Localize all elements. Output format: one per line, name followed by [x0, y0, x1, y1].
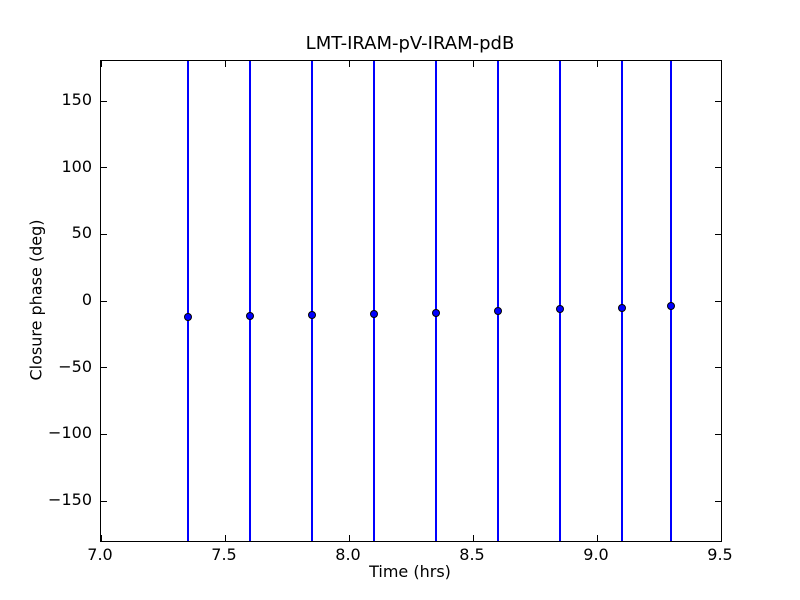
y-tick-right [715, 100, 721, 102]
y-tick-right [715, 233, 721, 235]
data-point [617, 303, 626, 312]
y-tick-label: 0 [81, 290, 92, 309]
y-tick-right [715, 500, 721, 502]
data-point [245, 312, 254, 321]
x-tick-top [472, 61, 474, 67]
y-tick-left [101, 367, 107, 369]
x-tick-bottom [720, 535, 722, 541]
data-point [493, 307, 502, 315]
x-tick-label: 7.0 [87, 545, 113, 564]
error-bar [372, 61, 375, 541]
y-tick-label: 50 [71, 223, 92, 243]
x-tick-label: 8.5 [459, 545, 485, 564]
y-tick-label: 150 [61, 90, 92, 109]
error-bar [248, 61, 251, 541]
y-tick-label: −150 [48, 490, 92, 509]
y-tick-label: 100 [61, 156, 92, 176]
error-bar [310, 61, 313, 541]
x-tick-label: 8.0 [335, 545, 361, 564]
error-bar [670, 61, 673, 541]
error-bar [434, 61, 437, 541]
data-point [183, 313, 192, 322]
y-tick-left [101, 233, 107, 235]
data-point [667, 302, 676, 311]
y-tick-left [101, 433, 107, 435]
data-point [307, 311, 316, 320]
y-tick-right [715, 367, 721, 369]
x-axis-label: Time (hrs) [369, 562, 451, 581]
x-tick-top [100, 61, 102, 67]
x-tick-label: 9.0 [583, 545, 609, 564]
y-tick-right [715, 167, 721, 169]
y-tick-left [101, 300, 107, 302]
x-tick-bottom [348, 535, 350, 541]
error-bar [186, 61, 189, 541]
x-tick-bottom [224, 535, 226, 541]
error-bar [558, 61, 561, 541]
data-point [431, 308, 440, 317]
data-point [369, 309, 378, 318]
x-tick-label: 7.5 [211, 545, 237, 564]
y-tick-left [101, 167, 107, 169]
y-tick-label: −100 [48, 423, 92, 443]
error-bar [620, 61, 623, 541]
x-tick-top [596, 61, 598, 67]
x-tick-bottom [472, 535, 474, 541]
x-tick-top [720, 61, 722, 67]
x-tick-top [348, 61, 350, 67]
plot-title: LMT-IRAM-pV-IRAM-pdB [305, 33, 515, 54]
data-point [555, 304, 564, 313]
x-tick-bottom [596, 535, 598, 541]
x-tick-bottom [100, 535, 102, 541]
plot-area [100, 60, 722, 542]
y-tick-left [101, 500, 107, 502]
y-tick-left [101, 100, 107, 102]
x-tick-top [224, 61, 226, 67]
y-tick-right [715, 300, 721, 302]
x-tick-label: 9.5 [707, 545, 733, 564]
y-tick-label: −50 [58, 356, 92, 376]
y-tick-right [715, 433, 721, 435]
error-bar [496, 61, 499, 541]
